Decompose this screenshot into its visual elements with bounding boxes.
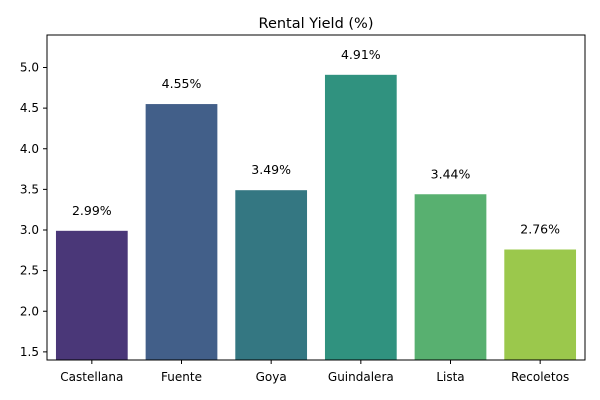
data-label-lista: 3.44% [431, 166, 471, 181]
bar-recoletos [504, 249, 577, 360]
bars-group [55, 74, 577, 360]
bar-lista [414, 194, 487, 360]
data-label-fuente: 4.55% [162, 76, 202, 91]
bar-guindalera [324, 74, 397, 360]
x-tick-label-goya: Goya [256, 370, 287, 384]
bar-goya [235, 190, 308, 360]
y-tick-label: 4.0 [20, 142, 39, 156]
x-tick-label-castellana: Castellana [60, 370, 123, 384]
y-tick-label: 2.5 [20, 264, 39, 278]
y-tick-label: 3.0 [20, 223, 39, 237]
data-label-guindalera: 4.91% [341, 47, 381, 62]
y-tick-label: 4.5 [20, 101, 39, 115]
chart-title: Rental Yield (%) [259, 16, 374, 32]
x-tick-label-lista: Lista [436, 370, 464, 384]
y-tick-label: 2.0 [20, 304, 39, 318]
data-label-goya: 3.49% [251, 162, 291, 177]
data-labels-group: 2.99% 4.55% 3.49% 4.91% 3.44% 2.76% [72, 47, 560, 237]
bar-castellana [55, 230, 128, 360]
bar-fuente [145, 104, 218, 360]
x-tick-label-guindalera: Guindalera [328, 370, 394, 384]
data-label-recoletos: 2.76% [520, 222, 560, 237]
x-tick-label-recoletos: Recoletos [511, 370, 569, 384]
y-tick-label: 1.5 [20, 345, 39, 359]
y-tick-label: 5.0 [20, 61, 39, 75]
x-tick-label-fuente: Fuente [161, 370, 202, 384]
plot-frame [46, 34, 586, 361]
x-axis: Castellana Fuente Goya Guindalera Lista Recol… [60, 360, 569, 384]
data-label-castellana: 2.99% [72, 203, 112, 218]
y-axis: 1.5 2.0 2.5 3.0 3.5 4.0 4.5 5.0 [20, 61, 47, 359]
y-tick-label: 3.5 [20, 182, 39, 196]
